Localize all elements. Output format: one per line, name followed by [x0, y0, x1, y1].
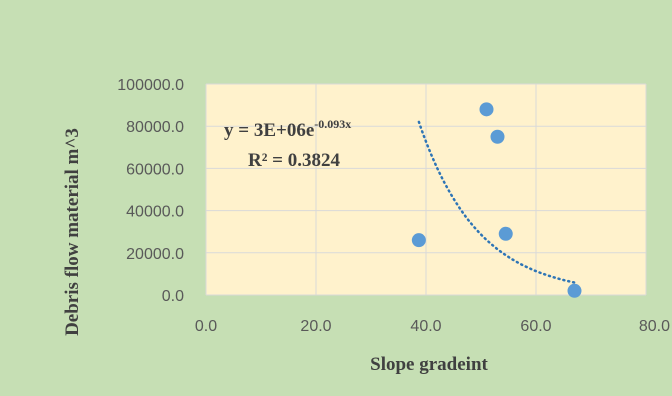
- data-point: [411, 233, 426, 248]
- x-tick-label: 80.0: [639, 318, 670, 335]
- y-tick-label: 100000.0: [117, 77, 184, 94]
- r-squared-label: R² = 0.3824: [248, 150, 340, 171]
- trendline-equation: y = 3E+06e-0.093x: [224, 117, 351, 141]
- y-tick-label: 60000.0: [126, 161, 184, 178]
- x-axis-title: Slope gradeint: [370, 354, 488, 375]
- data-point: [490, 129, 505, 144]
- data-point: [498, 226, 513, 241]
- x-tick-label: 40.0: [410, 318, 441, 335]
- y-tick-label: 20000.0: [126, 246, 184, 263]
- data-point: [567, 283, 582, 298]
- gridlines: [205, 83, 647, 296]
- x-tick-label: 0.0: [195, 318, 217, 335]
- data-point: [479, 102, 494, 117]
- x-tick-label: 20.0: [300, 318, 331, 335]
- exponential-trendline: [417, 120, 576, 284]
- x-tick-label: 60.0: [520, 318, 551, 335]
- y-tick-label: 0.0: [162, 288, 184, 305]
- data-points: [411, 102, 582, 298]
- y-tick-label: 40000.0: [126, 204, 184, 221]
- trendline-equation-exponent: -0.093x: [314, 117, 351, 131]
- trendline-equation-base: y = 3E+06e: [224, 120, 314, 141]
- y-axis-title: Debris flow material m^3: [62, 128, 83, 336]
- y-tick-label: 80000.0: [126, 119, 184, 136]
- tick-labels: 0.0 20000.0 40000.0 60000.0 80000.0 100000.0 0…: [117, 77, 670, 335]
